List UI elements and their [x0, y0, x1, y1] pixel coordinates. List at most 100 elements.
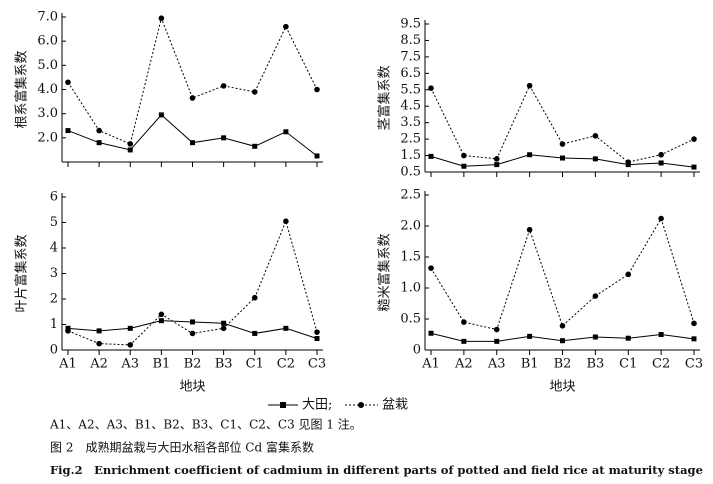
marker [494, 162, 500, 168]
marker [158, 311, 165, 318]
marker [314, 153, 320, 159]
y-axis-label: 糙米富集系数 [377, 233, 393, 311]
x-tick-label: C1 [619, 357, 637, 372]
marker [592, 133, 599, 139]
marker [65, 128, 71, 134]
y-tick-label: 6.5 [400, 66, 421, 81]
marker [252, 143, 258, 149]
marker [461, 163, 467, 169]
y-tick-label: 5.0 [37, 58, 58, 73]
caption-en: Fig.2 Enrichment coefficient of cadmium … [50, 463, 703, 477]
marker [220, 325, 227, 332]
y-tick-label: 2.5 [400, 132, 421, 147]
series-line [67, 219, 318, 346]
marker [526, 226, 533, 233]
caption-note: A1、A2、A3、B1、B2、B3、C1、C2、C3 见图 1 注。 [49, 417, 362, 432]
marker [96, 328, 102, 334]
x-tick-label: C1 [246, 357, 264, 372]
marker [283, 325, 289, 331]
y-tick-label: 0.5 [400, 165, 421, 180]
marker [190, 319, 195, 325]
marker [96, 127, 102, 134]
series-line [430, 217, 695, 331]
marker [559, 141, 566, 147]
marker [428, 153, 434, 159]
marker [189, 95, 196, 101]
marker [96, 140, 102, 146]
marker [658, 215, 664, 222]
marker [127, 141, 134, 147]
x-tick-label: B2 [554, 357, 572, 372]
y-tick-label: 1.0 [400, 281, 421, 296]
y-tick-label: 4 [50, 241, 58, 256]
x-tick-label: A3 [487, 357, 506, 372]
y-tick-label: 7.0 [37, 10, 58, 25]
marker [221, 135, 227, 141]
marker [221, 320, 227, 326]
marker [428, 265, 434, 271]
marker [625, 271, 632, 278]
x-tick-label: A1 [58, 357, 77, 372]
marker [314, 86, 320, 93]
marker [251, 89, 258, 95]
marker [559, 323, 566, 329]
marker [314, 336, 320, 342]
marker [493, 326, 500, 333]
marker [158, 318, 164, 324]
y-tick-label: 4.5 [400, 99, 421, 114]
marker [158, 112, 164, 118]
marker [592, 334, 598, 340]
legend: 大田; 盆栽 [268, 397, 408, 413]
marker [560, 338, 565, 344]
marker [189, 330, 196, 337]
x-tick-label: A1 [421, 357, 440, 372]
y-tick-label: 1.5 [400, 250, 421, 265]
marker [527, 152, 533, 158]
marker [592, 293, 599, 299]
y-tick-label: 7.5 [400, 49, 421, 64]
y-tick-label: 0.5 [400, 312, 421, 327]
y-tick-label: 0 [50, 343, 58, 358]
marker [625, 335, 631, 341]
y-tick-label: 6 [50, 190, 58, 205]
marker [65, 328, 71, 334]
caption-cn: 图 2 成熟期盆栽与大田水稻各部位 Cd 富集系数 [50, 440, 314, 455]
marker [252, 330, 258, 336]
marker [428, 330, 434, 336]
marker [314, 329, 320, 335]
y-tick-label: 1.5 [400, 148, 421, 163]
x-tick-label: B1 [152, 357, 170, 372]
y-tick-label: 1 [50, 317, 58, 332]
marker [96, 340, 102, 347]
marker [658, 332, 664, 337]
marker [592, 156, 598, 162]
y-tick-label: 2.5 [400, 188, 421, 203]
y-tick-label: 3.5 [400, 115, 421, 130]
x-tick-label: B2 [184, 357, 202, 372]
marker [527, 333, 533, 339]
legend-label: 盆栽 [382, 397, 408, 413]
marker [526, 82, 533, 89]
marker [461, 152, 467, 159]
x-tick-label: C2 [652, 357, 670, 372]
marker [428, 85, 434, 91]
x-tick-label: A2 [454, 357, 473, 372]
x-tick-label: C2 [277, 357, 295, 372]
marker [461, 319, 467, 325]
marker [691, 164, 697, 170]
x-tick-label: A3 [120, 357, 139, 372]
marker [251, 294, 258, 301]
y-tick-label: 2.0 [37, 130, 58, 145]
y-tick-label: 4.0 [37, 82, 58, 97]
marker [461, 338, 467, 344]
x-tick-label: B3 [586, 357, 604, 372]
x-tick-label: C3 [308, 357, 326, 372]
marker [691, 136, 697, 142]
marker [625, 159, 632, 165]
x-axis-label: 地块 [549, 380, 575, 395]
y-tick-label: 3.0 [37, 106, 58, 121]
x-axis-label: 地块 [179, 380, 205, 395]
marker [127, 147, 133, 153]
marker [127, 325, 133, 331]
x-tick-label: B1 [521, 357, 539, 372]
